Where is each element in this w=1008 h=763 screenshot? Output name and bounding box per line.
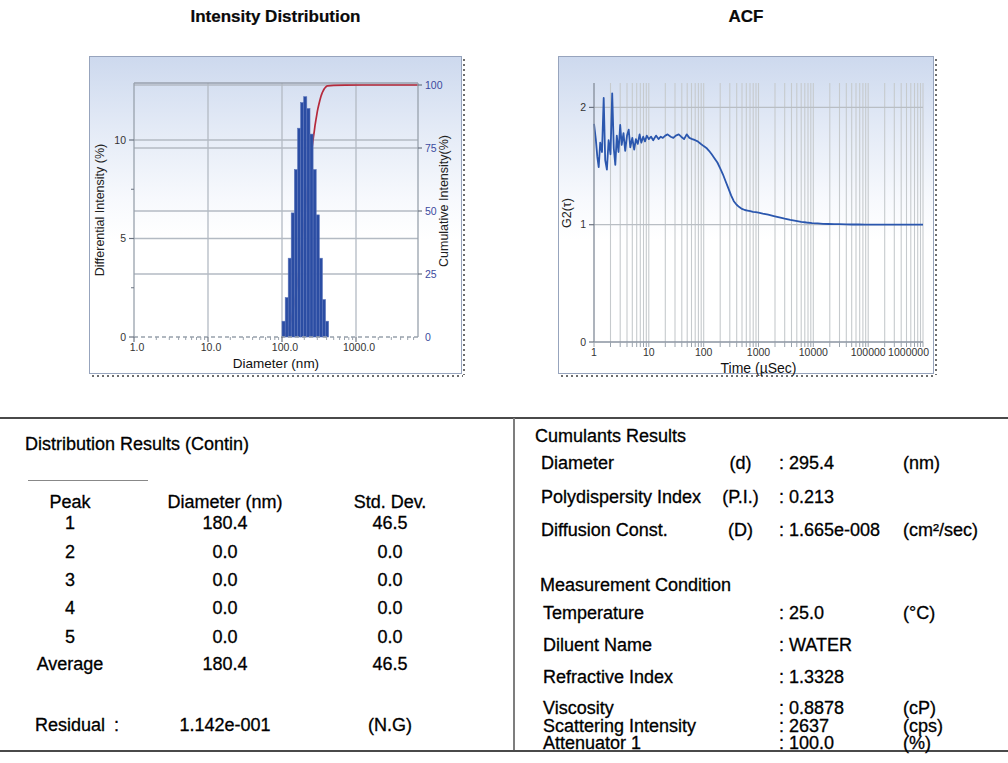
mc-row-unit: (%) — [903, 733, 931, 754]
residual-value: 1.142e-001 — [120, 715, 330, 736]
cumulants-row-value: : 0.213 — [779, 487, 834, 508]
cumulants-row-unit: (cm²/sec) — [903, 520, 978, 541]
mc-row-value: : 100.0 — [779, 733, 834, 754]
svg-text:75: 75 — [425, 142, 437, 154]
cumulants-row-label: Polydispersity Index — [541, 487, 701, 508]
dist-row-cell: 2 — [30, 542, 110, 563]
svg-text:10: 10 — [643, 346, 655, 358]
dist-row-cell: 46.5 — [300, 654, 480, 675]
cumulants-row-label: Diffusion Const. — [541, 520, 668, 541]
cumulants-section: Cumulants Results Diameter (d): 295.4 (nm)… — [513, 417, 1008, 750]
acf-chart: 0121101001000100001000001000000Time (µSe… — [559, 57, 935, 375]
svg-text:1000.0: 1000.0 — [343, 341, 375, 353]
dist-row-cell: 0.0 — [120, 542, 330, 563]
bottom-divider — [0, 750, 1008, 752]
svg-text:1000: 1000 — [747, 346, 771, 358]
svg-text:Time (µSec): Time (µSec) — [721, 360, 797, 376]
cumulants-row-value: : 295.4 — [779, 453, 834, 474]
svg-text:1000000: 1000000 — [888, 346, 929, 358]
svg-text:0: 0 — [120, 331, 126, 343]
dist-row-cell: Average — [30, 654, 110, 675]
acf-chart-panel: 0121101001000100001000001000000Time (µSe… — [558, 56, 934, 374]
cumulants-row-symbol: (D) — [698, 520, 783, 541]
cumulants-results-title: Cumulants Results — [535, 426, 686, 447]
svg-text:2: 2 — [580, 101, 586, 113]
measurement-condition-title: Measurement Condition — [540, 575, 731, 596]
dist-row-cell: 0.0 — [300, 570, 480, 591]
mc-row-value: : WATER — [779, 635, 852, 656]
mc-row-label: Refractive Index — [543, 667, 673, 688]
intensity-distribution-chart: 051002550751001.010.0100.01000.0Diameter… — [90, 57, 463, 375]
dist-row-cell: 0.0 — [300, 627, 480, 648]
dist-row-cell: 180.4 — [120, 654, 330, 675]
dist-row-cell: 180.4 — [120, 513, 330, 534]
distribution-results-section: Distribution Results (Contin) PeakDiamet… — [0, 417, 513, 750]
residual-label: Residual — [35, 715, 105, 736]
mc-row-value: : 1.3328 — [779, 667, 844, 688]
dist-row-cell: 0.0 — [300, 542, 480, 563]
svg-text:25: 25 — [425, 268, 437, 280]
cumulants-row-value: : 1.665e-008 — [779, 520, 880, 541]
svg-text:100: 100 — [425, 79, 443, 91]
svg-text:100: 100 — [695, 346, 713, 358]
intensity-distribution-title: Intensity Distribution — [89, 7, 462, 27]
dist-row-cell: 0.0 — [120, 598, 330, 619]
svg-text:10: 10 — [114, 134, 126, 146]
svg-text:Cumulative Intensity(%): Cumulative Intensity(%) — [437, 135, 451, 267]
intensity-distribution-chart-panel: 051002550751001.010.0100.01000.0Diameter… — [89, 56, 462, 374]
mc-row-label: Diluent Name — [543, 635, 652, 656]
mc-row-label: Temperature — [543, 603, 644, 624]
residual-flag: (N.G) — [300, 715, 480, 736]
svg-text:0: 0 — [580, 336, 586, 348]
svg-text:1.0: 1.0 — [130, 341, 145, 353]
svg-text:0: 0 — [425, 331, 431, 343]
svg-text:10.0: 10.0 — [201, 341, 222, 353]
dist-row-cell: 0.0 — [300, 598, 480, 619]
dist-col-header: Diameter (nm) — [120, 492, 330, 513]
svg-text:Diameter (nm): Diameter (nm) — [233, 356, 319, 371]
mc-row-label: Attenuator 1 — [543, 733, 641, 754]
svg-text:G2(τ): G2(τ) — [560, 198, 574, 228]
cumulants-row-symbol: (P.I.) — [698, 487, 783, 508]
dist-row-cell: 4 — [30, 598, 110, 619]
svg-text:1: 1 — [591, 346, 597, 358]
residual-colon: : — [114, 715, 119, 736]
dist-row-cell: 3 — [30, 570, 110, 591]
mc-row-unit: (°C) — [903, 603, 935, 624]
dist-row-cell: 46.5 — [300, 513, 480, 534]
cumulants-row-label: Diameter — [541, 453, 614, 474]
cumulants-row-unit: (nm) — [903, 453, 940, 474]
dist-row-cell: 0.0 — [120, 570, 330, 591]
dist-col-header: Std. Dev. — [300, 492, 480, 513]
svg-text:50: 50 — [425, 205, 437, 217]
cumulants-row-symbol: (d) — [698, 453, 783, 474]
svg-text:100000: 100000 — [851, 346, 886, 358]
acf-title: ACF — [558, 7, 934, 27]
mc-row-value: : 25.0 — [779, 603, 824, 624]
svg-text:10000: 10000 — [799, 346, 828, 358]
svg-text:100.0: 100.0 — [272, 341, 298, 353]
dist-row-cell: 5 — [30, 627, 110, 648]
distribution-results-table: PeakDiameter (nm)Std. Dev.1180.446.520.0… — [0, 417, 513, 750]
svg-text:5: 5 — [120, 232, 126, 244]
dist-row-cell: 1 — [30, 513, 110, 534]
svg-text:1: 1 — [580, 218, 586, 230]
svg-text:Differential Intensity (%): Differential Intensity (%) — [93, 144, 107, 276]
dist-col-header: Peak — [30, 492, 110, 513]
dist-row-cell: 0.0 — [120, 627, 330, 648]
